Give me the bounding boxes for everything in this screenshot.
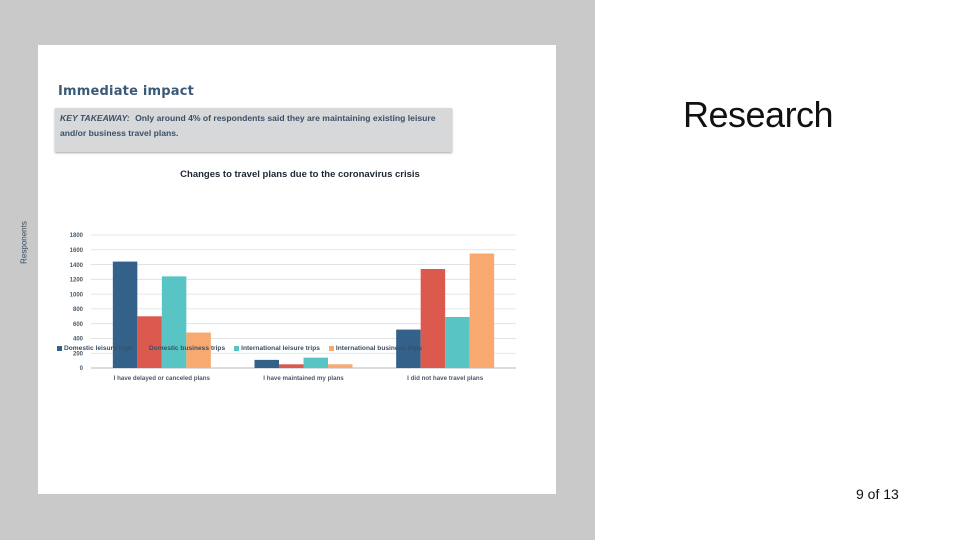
y-tick-label: 400 xyxy=(73,337,84,343)
bar-international-leisure-trips-1 xyxy=(303,357,328,368)
legend-item: International leisure trips xyxy=(234,345,320,352)
y-tick-label: 600 xyxy=(73,322,84,328)
bar-international-business-trips-0 xyxy=(186,332,211,368)
takeaway-lead: KEY TAKEAWAY: xyxy=(60,113,130,123)
x-tick-label: I did not have travel plans xyxy=(407,375,484,382)
bar-international-business-trips-2 xyxy=(469,253,495,368)
legend-label: International business trips xyxy=(335,345,423,352)
bar-international-leisure-trips-2 xyxy=(445,317,470,368)
bar-domestic-business-trips-0 xyxy=(137,316,162,368)
bar-domestic-leisure-trips-1 xyxy=(254,359,279,368)
page-number: 9 of 13 xyxy=(856,486,899,502)
slide-title: Research xyxy=(683,94,834,135)
legend-label: International leisure trips xyxy=(241,345,320,352)
legend-label: Domestic leisure trips xyxy=(64,345,133,352)
bar-domestic-business-trips-1 xyxy=(279,364,304,368)
legend-item: Domestic business trips xyxy=(141,345,226,352)
x-tick-labels: I have delayed or canceled plans I have m… xyxy=(114,375,484,382)
y-tick-label: 1000 xyxy=(70,292,84,298)
legend-swatch xyxy=(57,346,62,351)
legend-label: Domestic business trips xyxy=(148,345,226,352)
legend-swatch xyxy=(141,346,147,351)
x-tick-label: I have delayed or canceled plans xyxy=(114,375,211,382)
y-tick-label: 0 xyxy=(80,366,84,372)
y-tick-label: 1200 xyxy=(70,278,84,284)
figure-heading: Immediate impact xyxy=(58,84,195,99)
x-tick-label: I have maintained my plans xyxy=(263,375,344,382)
y-tick-labels: 0 200 400 600 800 1000 1200 1400 1600 1800 xyxy=(70,233,84,372)
legend-item: Domestic leisure trips xyxy=(57,345,133,352)
y-tick-label: 1400 xyxy=(70,263,84,269)
bar-domestic-leisure-trips-2 xyxy=(396,329,421,368)
bars xyxy=(112,253,495,368)
legend-item: International business trips xyxy=(328,345,423,352)
legend-swatch xyxy=(328,346,334,351)
chart-legend: Domestic leisure trips Domestic business … xyxy=(57,345,422,352)
bar-international-leisure-trips-0 xyxy=(161,276,187,368)
key-takeaway-box: KEY TAKEAWAY: Only around 4% of responde… xyxy=(55,108,452,152)
y-tick-label: 800 xyxy=(73,307,84,313)
y-tick-label: 1800 xyxy=(70,233,84,239)
bar-domestic-business-trips-2 xyxy=(420,268,446,368)
y-tick-label: 1600 xyxy=(70,248,84,254)
y-tick-label: 200 xyxy=(73,351,84,357)
legend-swatch xyxy=(234,346,240,351)
bar-international-business-trips-1 xyxy=(328,364,353,368)
chart-title: Changes to travel plans due to the coron… xyxy=(180,169,420,180)
takeaway-text: Only around 4% of respondents said they … xyxy=(60,113,436,138)
bar-domestic-leisure-trips-0 xyxy=(112,261,138,368)
